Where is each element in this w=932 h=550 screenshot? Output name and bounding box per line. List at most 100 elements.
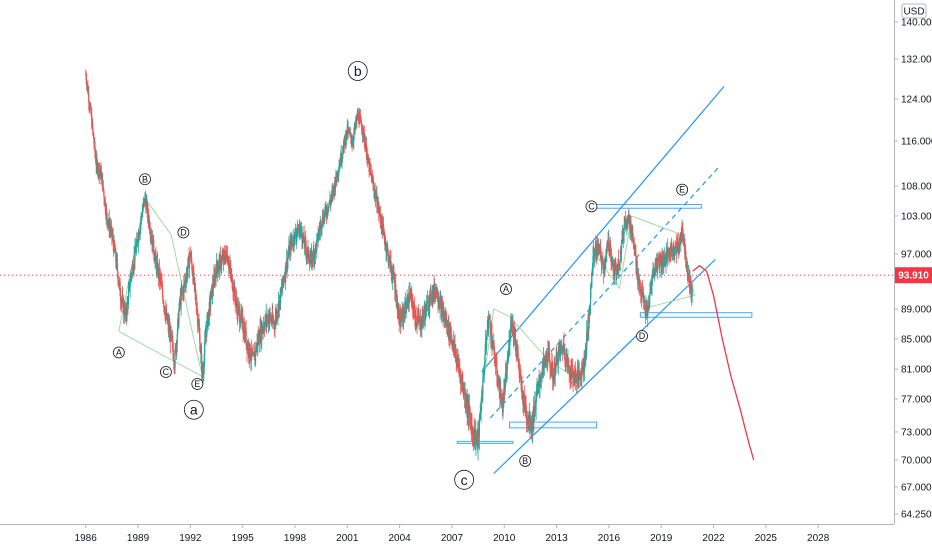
wave-label-large-circle: [347, 61, 368, 81]
candle-body: [446, 321, 449, 333]
candle-body: [261, 326, 263, 339]
candle-body: [550, 370, 552, 375]
candle-body: [667, 248, 669, 253]
candle-body: [304, 239, 306, 248]
candle-body: [564, 360, 566, 362]
candle-body: [539, 382, 542, 384]
candle-body: [341, 154, 344, 156]
candle-body: [153, 240, 155, 254]
candle-body: [160, 280, 163, 285]
candle-body: [594, 247, 596, 254]
candle-body: [515, 346, 517, 349]
candle-body: [502, 404, 504, 416]
candle-body: [337, 173, 339, 176]
candle-body: [592, 247, 594, 268]
candle-body: [195, 303, 198, 312]
currency-box: [901, 3, 927, 19]
candle-body: [210, 299, 212, 305]
candle-body: [115, 249, 117, 261]
candle-body: [259, 342, 261, 344]
year-tick-label: 2004: [388, 533, 411, 544]
candle-body: [422, 309, 424, 317]
candle-body: [617, 259, 620, 271]
candle-body: [242, 329, 244, 333]
candle-body: [322, 216, 324, 223]
candle-body: [96, 158, 98, 167]
candle-body: [606, 246, 608, 252]
candle-body: [417, 318, 419, 319]
candle-body: [134, 247, 137, 251]
candle-body: [470, 419, 472, 422]
candle-body: [483, 370, 485, 372]
wave-label-small-circle: [112, 346, 125, 359]
candle-body: [393, 279, 395, 282]
candle-body: [414, 310, 416, 320]
candle-body: [214, 273, 216, 283]
candle-body: [133, 256, 135, 268]
candle-body: [318, 230, 320, 237]
candle-body: [612, 260, 614, 269]
candle-body: [191, 263, 193, 272]
year-tick-label: 2013: [545, 533, 568, 544]
price-tick-label: 140.000: [901, 18, 932, 29]
candle-body: [467, 404, 469, 414]
candle-body: [299, 228, 301, 236]
candle-body: [172, 350, 174, 360]
candle-body: [418, 314, 420, 319]
candle-body: [353, 133, 355, 141]
candle-body: [187, 268, 189, 275]
candle-body: [638, 284, 641, 286]
candle-body: [627, 214, 630, 223]
candle-body: [199, 335, 201, 351]
candle-body: [657, 257, 659, 270]
candle-body: [522, 392, 525, 408]
candle-body: [172, 341, 174, 351]
candle-body: [110, 227, 112, 232]
candle-body: [677, 242, 679, 247]
candle-body: [549, 352, 551, 361]
price-tick-label: 89.000: [901, 305, 932, 316]
candle-body: [331, 192, 333, 194]
candle-body: [535, 390, 538, 401]
candle-body: [206, 320, 208, 336]
candle-body: [592, 267, 594, 269]
candle-body: [141, 212, 143, 218]
candle-body: [391, 270, 393, 277]
candle-body: [604, 264, 606, 268]
candle-body: [637, 277, 639, 283]
candle-body: [183, 283, 185, 294]
candle-body: [328, 204, 330, 206]
candle-body: [567, 359, 569, 366]
candle-body: [156, 262, 158, 270]
candle-body: [121, 296, 123, 301]
candle-body: [102, 180, 104, 189]
candle-body: [329, 200, 331, 202]
candle-body: [90, 105, 92, 115]
candle-body: [277, 311, 279, 315]
candle-body: [239, 309, 241, 324]
candle-body: [88, 93, 90, 103]
candle-body: [600, 250, 602, 259]
candle-body: [383, 229, 385, 232]
candle-body: [426, 300, 428, 302]
candle-body: [262, 328, 264, 331]
wave-label-small: A: [503, 284, 509, 294]
candle-body: [608, 238, 610, 247]
candle-body: [419, 318, 421, 323]
candle-body: [326, 208, 328, 213]
candle-body: [392, 274, 394, 280]
candle-body: [578, 369, 580, 376]
candle-body: [223, 252, 225, 255]
candle-body: [650, 286, 652, 288]
candle-body: [287, 256, 289, 259]
candle-body: [386, 247, 389, 250]
candle-body: [632, 233, 634, 241]
candle-body: [213, 275, 215, 288]
candle-body: [87, 85, 89, 94]
candle-body: [485, 338, 487, 350]
candle-body: [477, 436, 479, 447]
candle-body: [649, 292, 651, 297]
candle-body: [311, 253, 314, 260]
wave-label-small: E: [194, 379, 200, 389]
